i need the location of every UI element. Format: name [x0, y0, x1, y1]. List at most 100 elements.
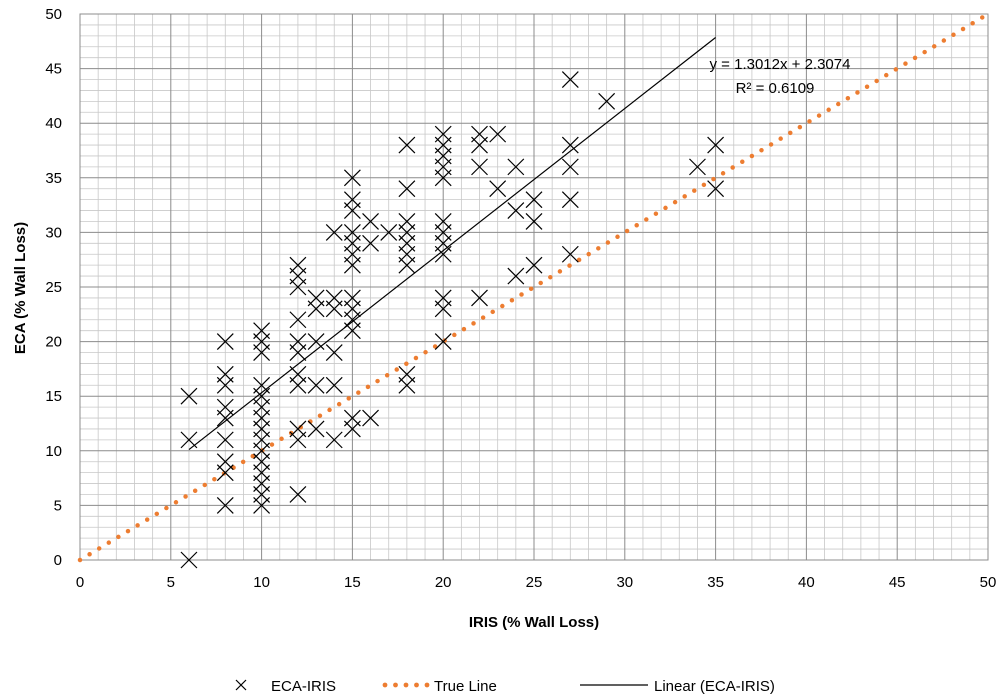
data-point-stroke — [325, 344, 343, 361]
data-point — [362, 213, 379, 230]
x-tick-label: 45 — [889, 574, 906, 591]
data-point-stroke — [307, 289, 325, 307]
legend-item-true-line: True Line — [382, 678, 497, 695]
data-point — [180, 551, 198, 569]
data-point-stroke — [598, 92, 616, 110]
x-tick-label: 15 — [344, 574, 361, 591]
data-point — [434, 213, 452, 230]
data-point — [707, 180, 725, 198]
data-point-stroke — [525, 213, 543, 230]
x-axis-title: IRIS (% Wall Loss) — [469, 614, 599, 631]
data-point — [307, 289, 325, 307]
data-point — [253, 376, 271, 394]
data-point-stroke — [325, 223, 343, 241]
data-point-stroke — [507, 202, 525, 219]
data-point — [525, 213, 543, 230]
data-point-stroke — [307, 420, 325, 438]
data-point — [325, 344, 343, 361]
y-tick-label: 45 — [45, 61, 62, 78]
data-point — [307, 376, 325, 394]
data-point — [489, 180, 507, 198]
data-point — [343, 223, 361, 241]
data-point-stroke — [471, 289, 488, 307]
data-point — [325, 376, 343, 394]
data-point — [180, 387, 198, 405]
data-point — [598, 92, 616, 110]
data-point — [561, 71, 579, 88]
data-point-stroke — [180, 551, 198, 569]
data-point-stroke — [253, 322, 271, 340]
data-point — [307, 333, 325, 351]
data-point-stroke — [253, 376, 271, 394]
data-point-stroke — [289, 333, 307, 351]
data-point — [325, 223, 343, 241]
data-point — [343, 191, 361, 209]
y-tick-label: 15 — [45, 388, 62, 405]
data-point — [343, 169, 361, 187]
data-point-stroke — [216, 365, 234, 383]
data-point — [289, 365, 307, 383]
data-point-stroke — [380, 223, 398, 241]
data-point — [507, 202, 525, 219]
data-point-stroke — [307, 376, 325, 394]
data-point-stroke — [398, 365, 416, 383]
data-point — [216, 333, 234, 351]
data-point — [507, 267, 525, 285]
y-tick-label: 40 — [45, 115, 62, 132]
data-point — [434, 333, 452, 351]
legend-marker-x — [235, 679, 247, 691]
y-axis-tick-labels: 0 5 10 15 20 25 30 35 40 45 50 — [45, 6, 62, 569]
data-point-stroke — [561, 191, 579, 209]
data-point — [362, 234, 379, 252]
data-point — [561, 245, 579, 263]
y-tick-label: 5 — [54, 497, 62, 514]
y-tick-label: 30 — [45, 224, 62, 241]
data-point — [525, 256, 543, 274]
data-point — [253, 322, 271, 340]
data-point-stroke — [362, 409, 379, 427]
trendline-r-squared: R² = 0.6109 — [736, 80, 815, 97]
data-point-stroke — [216, 333, 234, 351]
data-point-stroke — [289, 256, 307, 274]
data-point-stroke — [525, 191, 543, 209]
x-tick-label: 20 — [435, 574, 452, 591]
data-point — [561, 136, 579, 154]
legend: ECA-IRIS True Line Linear (ECA-IRIS) — [235, 678, 775, 695]
y-tick-label: 50 — [45, 6, 62, 23]
data-point — [707, 136, 725, 154]
legend-item-eca-iris: ECA-IRIS — [235, 678, 336, 695]
data-point-stroke — [561, 158, 579, 176]
eca-iris-series — [180, 71, 725, 569]
data-point-stroke — [343, 191, 361, 209]
true-line-series — [77, 11, 991, 563]
plot-area-frame — [79, 13, 989, 561]
plot-area-border — [79, 13, 989, 561]
data-point-stroke — [398, 180, 416, 198]
data-point-stroke — [289, 486, 307, 503]
data-point-stroke — [561, 71, 579, 88]
legend-dot — [393, 682, 398, 688]
data-point — [398, 180, 416, 198]
data-point — [507, 158, 525, 176]
data-point-stroke — [362, 234, 379, 252]
linear-trendline — [188, 37, 716, 451]
data-point — [561, 191, 579, 209]
data-point — [216, 496, 234, 514]
legend-item-linear: Linear (ECA-IRIS) — [580, 678, 775, 695]
data-point — [307, 420, 325, 438]
y-tick-label: 35 — [45, 170, 62, 187]
y-tick-label: 10 — [45, 443, 62, 460]
data-point — [289, 311, 307, 329]
y-tick-label: 0 — [54, 552, 62, 569]
trendline-equation: y = 1.3012x + 2.3074 — [710, 56, 851, 73]
data-point-stroke — [325, 376, 343, 394]
legend-label-eca-iris: ECA-IRIS — [271, 678, 336, 695]
x-tick-label: 5 — [167, 574, 175, 591]
data-point-stroke — [507, 267, 525, 285]
data-point — [216, 398, 234, 416]
data-point — [343, 409, 361, 427]
data-point — [489, 125, 507, 143]
data-point — [398, 213, 416, 230]
data-point — [362, 409, 379, 427]
data-point-stroke — [434, 333, 452, 351]
